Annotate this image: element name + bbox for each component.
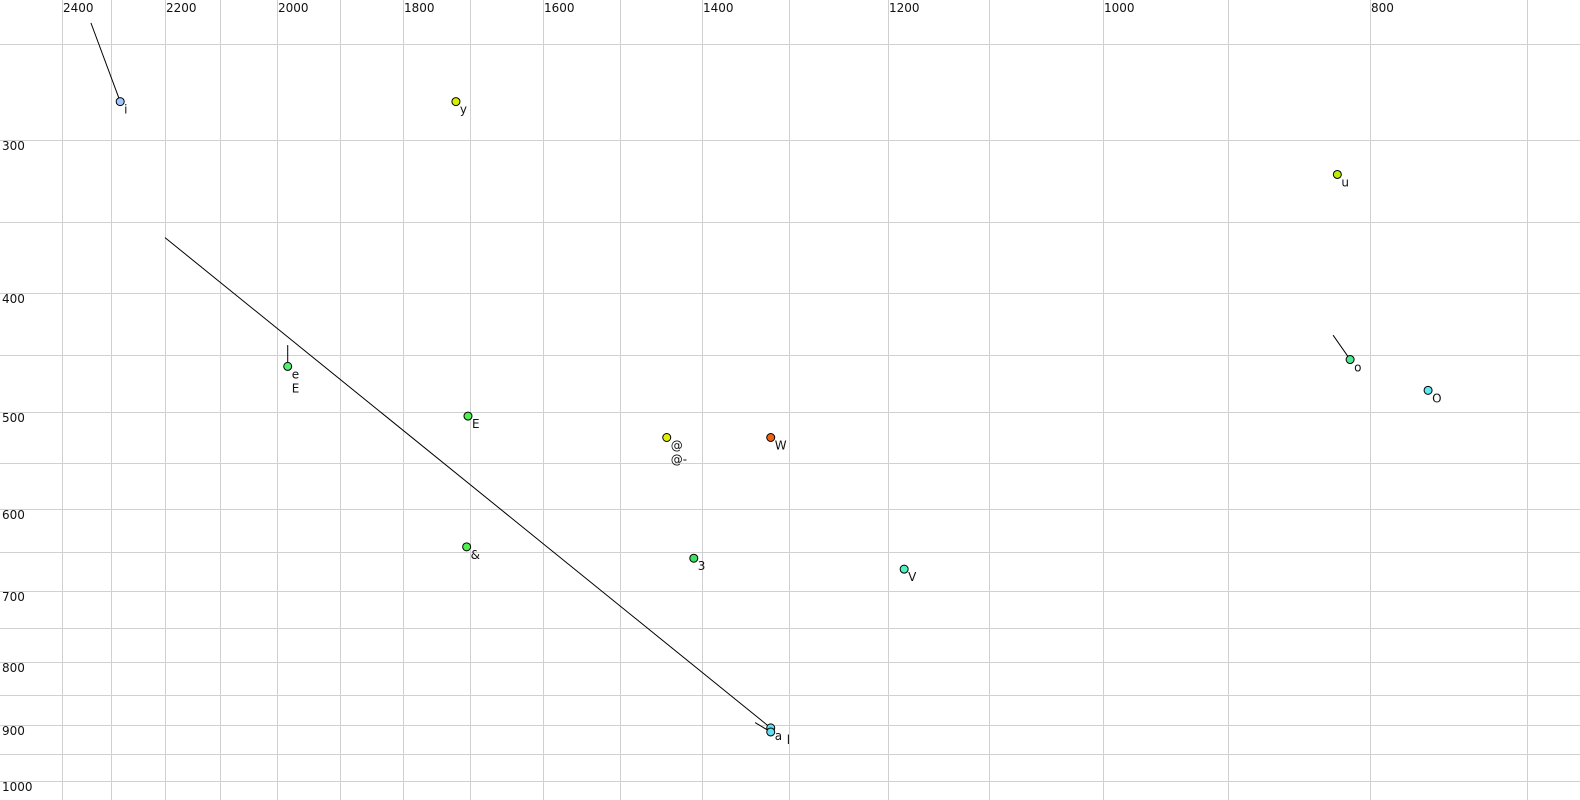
data-point — [1345, 355, 1355, 365]
point-label: W — [775, 439, 787, 453]
x-tick-label: 1000 — [1104, 1, 1135, 15]
y-tick-label: 500 — [2, 411, 25, 425]
point-label: y — [460, 103, 467, 117]
x-tick-label: 2000 — [278, 1, 309, 15]
x-tick-label: 2200 — [166, 1, 197, 15]
trajectory-line — [164, 237, 772, 729]
point-label: @ — [671, 439, 683, 453]
y-tick-label: 900 — [2, 724, 25, 738]
point-label: a — [775, 729, 782, 743]
point-label: l — [787, 733, 790, 747]
x-tick-label: 2400 — [63, 1, 94, 15]
data-point — [1332, 169, 1342, 179]
point-label: u — [1341, 175, 1349, 189]
x-tick-label: 1400 — [703, 1, 734, 15]
point-label: & — [471, 548, 480, 562]
point-label: o — [1354, 361, 1361, 375]
x-tick-label: 800 — [1371, 1, 1394, 15]
data-point — [1423, 385, 1433, 395]
trajectory-line — [90, 22, 121, 102]
data-point — [463, 411, 473, 421]
data-point — [462, 542, 472, 552]
y-tick-label: 800 — [2, 661, 25, 675]
data-point — [766, 727, 776, 737]
x-tick-label: 1600 — [544, 1, 575, 15]
point-label: O — [1432, 391, 1441, 405]
trajectory-line — [1332, 334, 1351, 360]
point-label: E — [472, 417, 480, 431]
trajectories — [90, 22, 1351, 733]
y-tick-label: 700 — [2, 590, 25, 604]
data-point — [689, 553, 699, 563]
point-label: E — [292, 381, 300, 395]
point-label: i — [124, 103, 127, 117]
data-point — [115, 97, 125, 107]
point-label: e — [292, 367, 299, 381]
point-label: V — [908, 570, 917, 584]
point-label: @- — [671, 453, 687, 467]
y-tick-label: 1000 — [2, 780, 33, 794]
point-label: 3 — [698, 559, 706, 573]
data-point — [766, 433, 776, 442]
data-point — [662, 433, 672, 442]
x-tick-label: 1200 — [889, 1, 920, 15]
x-tick-label: 1800 — [404, 1, 435, 15]
data-point — [899, 564, 909, 574]
y-tick-label: 600 — [2, 508, 25, 522]
data-point — [283, 361, 293, 371]
data-point — [451, 97, 461, 107]
y-tick-label: 300 — [2, 139, 25, 153]
y-tick-label: 400 — [2, 292, 25, 306]
axis-tick-labels: 2400 2200 2000 1800 1600 1400 1200 1000 800 300 40… — [2, 1, 1394, 794]
